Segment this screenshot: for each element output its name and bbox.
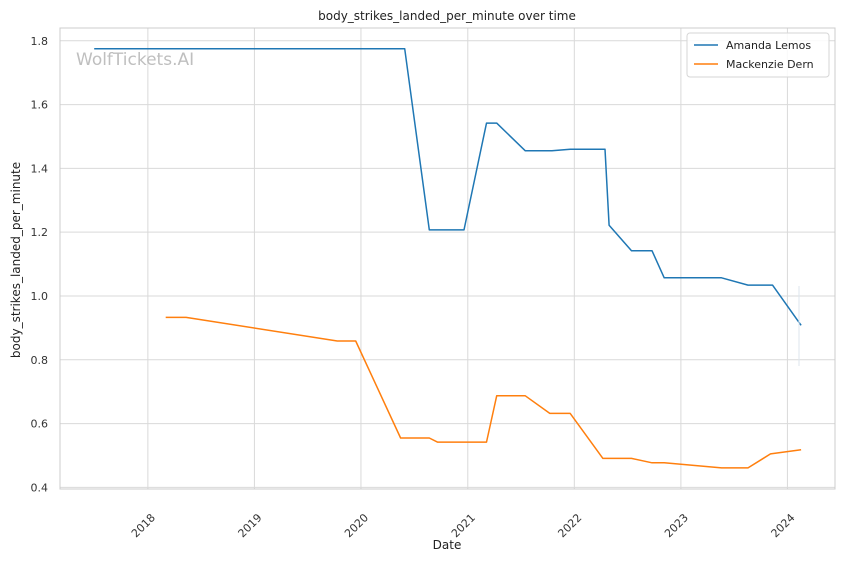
x-axis-title: Date — [433, 538, 462, 552]
legend-label-amanda-lemos: Amanda Lemos — [726, 39, 811, 52]
legend-box — [686, 32, 830, 78]
chart-title: body_strikes_landed_per_minute over time — [318, 9, 576, 23]
y-axis-title: body_strikes_landed_per_minute — [9, 162, 23, 358]
series-line-amanda-lemos — [94, 47, 802, 326]
y-tick-label: 1.2 — [31, 226, 49, 239]
y-axis-ticks: 0.4 0.6 0.8 1.0 1.2 1.4 1.6 1.8 — [31, 35, 49, 495]
y-tick-label: 1.6 — [31, 99, 49, 112]
legend: Amanda Lemos Mackenzie Dern — [686, 32, 830, 78]
series-line-mackenzie-dern — [165, 316, 802, 469]
y-tick-label: 1.8 — [31, 35, 49, 48]
y-tick-label: 1.0 — [31, 290, 49, 303]
legend-label-mackenzie-dern: Mackenzie Dern — [726, 58, 814, 71]
y-tick-label: 0.4 — [31, 481, 49, 494]
plot-frame — [59, 27, 836, 490]
y-tick-label: 0.6 — [31, 418, 49, 431]
y-tick-label: 1.4 — [31, 162, 49, 175]
watermark-text: WolfTickets.AI — [76, 50, 194, 70]
grid — [60, 28, 835, 489]
series-lines — [94, 47, 802, 469]
y-tick-label: 0.8 — [31, 354, 49, 367]
